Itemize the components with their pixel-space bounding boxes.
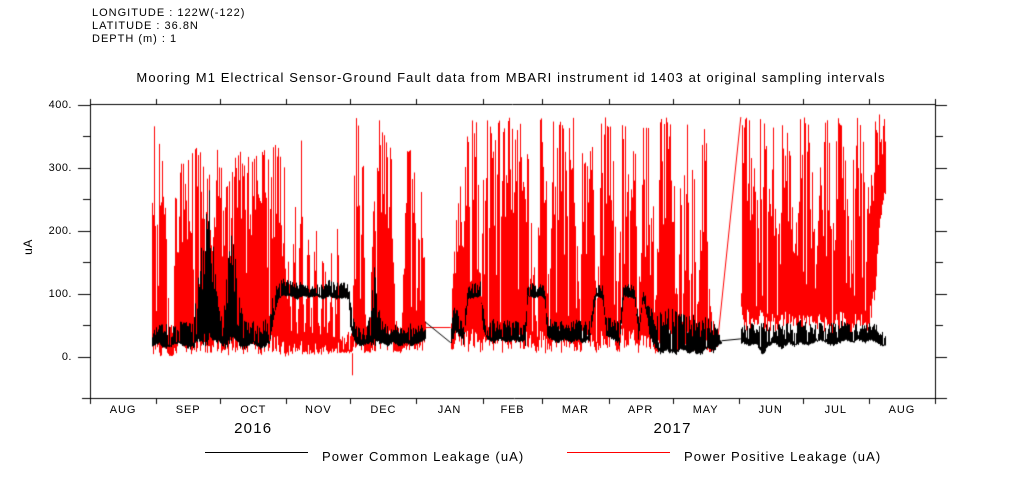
y-tick-label: 200. bbox=[48, 224, 72, 237]
y-tick-label: 100. bbox=[48, 287, 72, 300]
month-label: AUG bbox=[888, 404, 916, 416]
y-tick-label: 400. bbox=[48, 98, 72, 111]
legend-line-positive bbox=[567, 452, 670, 453]
latitude-label: LATITUDE : 36.8N bbox=[92, 20, 199, 32]
month-label: JAN bbox=[437, 404, 462, 416]
year-label: 2016 bbox=[234, 420, 273, 437]
month-label: JUN bbox=[758, 404, 783, 416]
month-label: APR bbox=[627, 404, 654, 416]
legend-line-common bbox=[205, 452, 308, 453]
month-label: MAY bbox=[692, 404, 719, 416]
y-tick-label: 300. bbox=[48, 161, 72, 174]
longitude-label: LONGITUDE : 122W(-122) bbox=[92, 7, 246, 19]
month-label: SEP bbox=[175, 404, 201, 416]
month-label: FEB bbox=[500, 404, 525, 416]
month-label: AUG bbox=[109, 404, 137, 416]
y-axis-title: uA bbox=[20, 239, 35, 255]
chart-title: Mooring M1 Electrical Sensor-Ground Faul… bbox=[136, 70, 886, 85]
month-label: DEC bbox=[370, 404, 397, 416]
month-label: JUL bbox=[824, 404, 847, 416]
location-header: LONGITUDE : 122W(-122) LATITUDE : 36.8N … bbox=[92, 7, 245, 46]
legend-label-common: Power Common Leakage (uA) bbox=[322, 449, 525, 464]
month-label: MAR bbox=[561, 404, 590, 416]
year-label: 2017 bbox=[653, 420, 692, 437]
legend-label-positive: Power Positive Leakage (uA) bbox=[684, 449, 882, 464]
month-label: NOV bbox=[305, 404, 332, 416]
month-label: OCT bbox=[240, 404, 267, 416]
y-tick-label: 0. bbox=[61, 350, 72, 363]
depth-label: DEPTH (m) : 1 bbox=[92, 33, 178, 45]
